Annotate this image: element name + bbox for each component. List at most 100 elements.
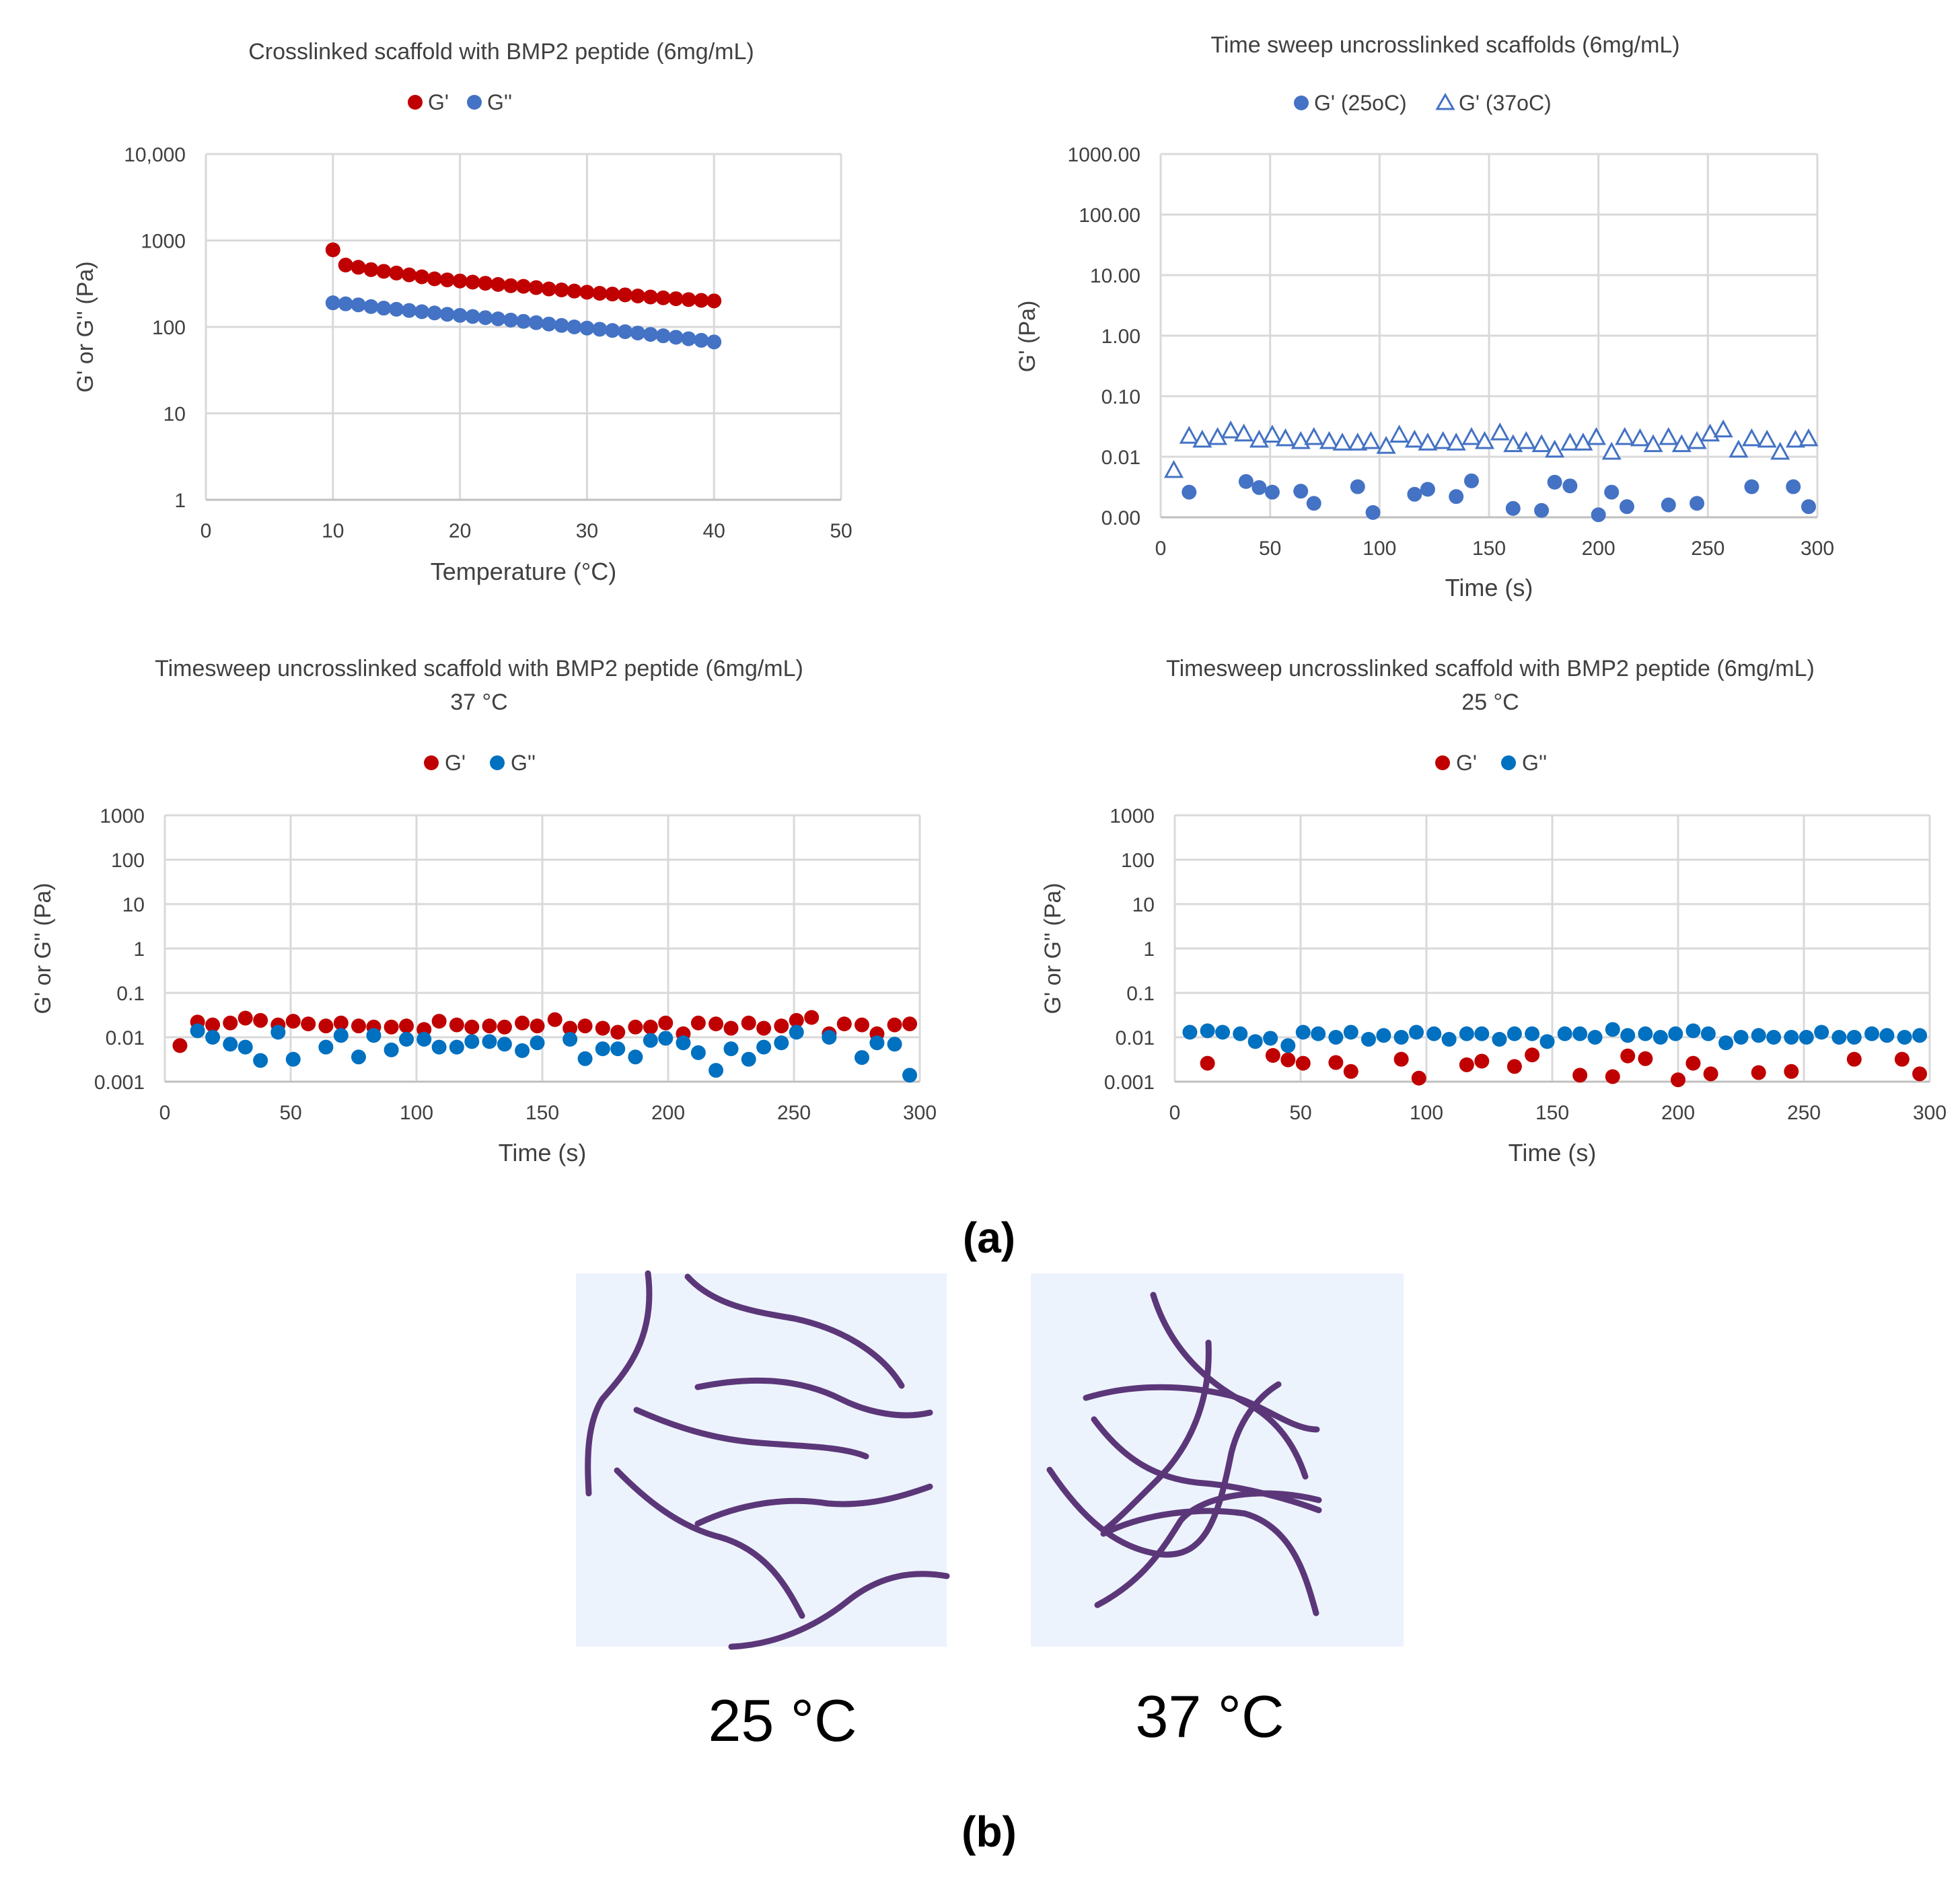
- x-axis-label: Time (s): [1445, 574, 1533, 601]
- x-tick-label: 200: [651, 1102, 685, 1124]
- data-point-series-1: [1490, 422, 1510, 441]
- data-point-series-1: [1557, 1026, 1572, 1041]
- data-point-series-1: [655, 328, 671, 344]
- data-point-series-1: [554, 318, 569, 333]
- data-point-series-0: [681, 292, 696, 307]
- y-tick-label: 10,000: [124, 144, 186, 166]
- fiber: [1100, 1507, 1319, 1616]
- x-tick-label: 150: [1472, 537, 1506, 560]
- data-point-series-0: [1365, 505, 1381, 520]
- data-point-series-1: [238, 1039, 253, 1055]
- legend-label-g-double-prime: G'': [487, 90, 512, 114]
- data-point-series-0: [351, 260, 366, 275]
- data-point-series-0: [465, 274, 480, 290]
- data-point-series-0: [1846, 1051, 1862, 1067]
- data-point-series-0: [1525, 1047, 1540, 1063]
- data-point-series-1: [1507, 1026, 1522, 1041]
- y-tick-label: 1: [133, 938, 145, 961]
- data-point-series-0: [1343, 1064, 1358, 1079]
- data-point-series-1: [1234, 423, 1254, 442]
- data-point-series-1: [1404, 429, 1424, 448]
- data-point-series-1: [1249, 429, 1269, 448]
- data-point-series-1: [1713, 419, 1733, 438]
- data-point-series-0: [363, 262, 379, 277]
- data-point-series-0: [1463, 473, 1479, 488]
- panel-label-b: (b): [961, 1807, 1017, 1856]
- y-tick-label: 100.00: [1079, 204, 1140, 227]
- fiber: [1091, 1416, 1322, 1514]
- x-tick-label: 100: [1410, 1102, 1443, 1124]
- data-point-series-1: [676, 1035, 691, 1051]
- data-point-series-1: [658, 1031, 674, 1046]
- data-point-series-0: [1265, 1047, 1280, 1063]
- data-point-series-0: [1562, 478, 1578, 494]
- data-point-series-1: [1163, 459, 1184, 478]
- data-point-series-0: [402, 267, 417, 283]
- data-point-series-1: [503, 312, 519, 328]
- data-point-series-1: [1757, 429, 1777, 448]
- fiber: [1083, 1384, 1320, 1433]
- data-point-series-1: [464, 1034, 480, 1049]
- data-point-series-0: [690, 1015, 706, 1031]
- data-point-series-0: [376, 264, 392, 279]
- data-point-series-0: [223, 1015, 238, 1031]
- chart-title: Timesweep uncrosslinked scaffold with BM…: [155, 656, 803, 681]
- data-point-series-1: [528, 315, 544, 330]
- data-point-series-0: [541, 281, 556, 297]
- data-point-series-0: [1801, 499, 1816, 515]
- y-axis-label: G' (Pa): [1015, 301, 1040, 373]
- data-point-series-1: [706, 334, 722, 350]
- data-point-series-1: [756, 1039, 772, 1055]
- data-point-series-0: [1459, 1057, 1474, 1072]
- data-point-series-1: [1638, 1026, 1653, 1041]
- data-point-series-1: [694, 332, 709, 348]
- data-point-series-0: [630, 289, 645, 304]
- data-point-series-1: [1182, 1024, 1198, 1040]
- data-point-series-1: [414, 304, 429, 320]
- data-point-series-1: [567, 320, 582, 334]
- data-point-series-1: [1531, 434, 1552, 453]
- data-point-series-1: [1247, 1034, 1263, 1049]
- data-point-series-1: [577, 1051, 593, 1066]
- data-point-series-0: [902, 1016, 918, 1032]
- data-point-series-0: [449, 1017, 464, 1033]
- data-point-series-0: [1393, 1051, 1409, 1067]
- data-point-series-1: [605, 323, 620, 338]
- fiber: [694, 1377, 933, 1419]
- x-tick-label: 300: [903, 1102, 937, 1124]
- fibers-25c: [585, 1270, 950, 1650]
- data-point-series-1: [628, 1049, 643, 1065]
- data-point-series-1: [1659, 426, 1679, 445]
- data-point-series-0: [491, 276, 506, 292]
- data-point-series-1: [1897, 1030, 1912, 1045]
- x-tick-label: 300: [1801, 537, 1834, 560]
- data-point-series-0: [1894, 1051, 1910, 1067]
- data-point-series-0: [1350, 479, 1365, 494]
- data-point-series-1: [333, 1028, 349, 1043]
- legend-marker-g-prime: [424, 755, 439, 770]
- data-point-series-1: [1516, 431, 1536, 449]
- data-point-series-1: [190, 1023, 205, 1039]
- data-point-series-0: [643, 1019, 658, 1035]
- x-tick-label: 250: [1787, 1102, 1821, 1124]
- data-point-series-1: [1200, 1023, 1215, 1039]
- data-point-series-1: [253, 1053, 268, 1068]
- y-tick-label: 100: [152, 317, 186, 339]
- y-tick-label: 0.001: [94, 1072, 145, 1094]
- data-point-series-1: [1560, 433, 1580, 451]
- x-tick-label: 0: [1155, 537, 1167, 560]
- data-point-series-0: [1690, 496, 1705, 511]
- data-point-series-1: [366, 1028, 382, 1043]
- data-point-series-1: [1668, 1026, 1683, 1041]
- chart-bmp2-37c: Timesweep uncrosslinked scaffold with BM…: [30, 656, 937, 1166]
- y-tick-label: 1000: [1110, 805, 1155, 827]
- data-point-series-1: [1620, 1028, 1636, 1043]
- data-point-series-0: [1251, 480, 1267, 495]
- legend: G' G'': [408, 90, 512, 114]
- y-tick-label: 1000.00: [1068, 144, 1140, 166]
- legend-label-g-prime: G': [428, 90, 449, 114]
- data-point-series-1: [869, 1035, 885, 1051]
- data-point-series-1: [1376, 436, 1396, 454]
- data-point-series-1: [1700, 1026, 1716, 1041]
